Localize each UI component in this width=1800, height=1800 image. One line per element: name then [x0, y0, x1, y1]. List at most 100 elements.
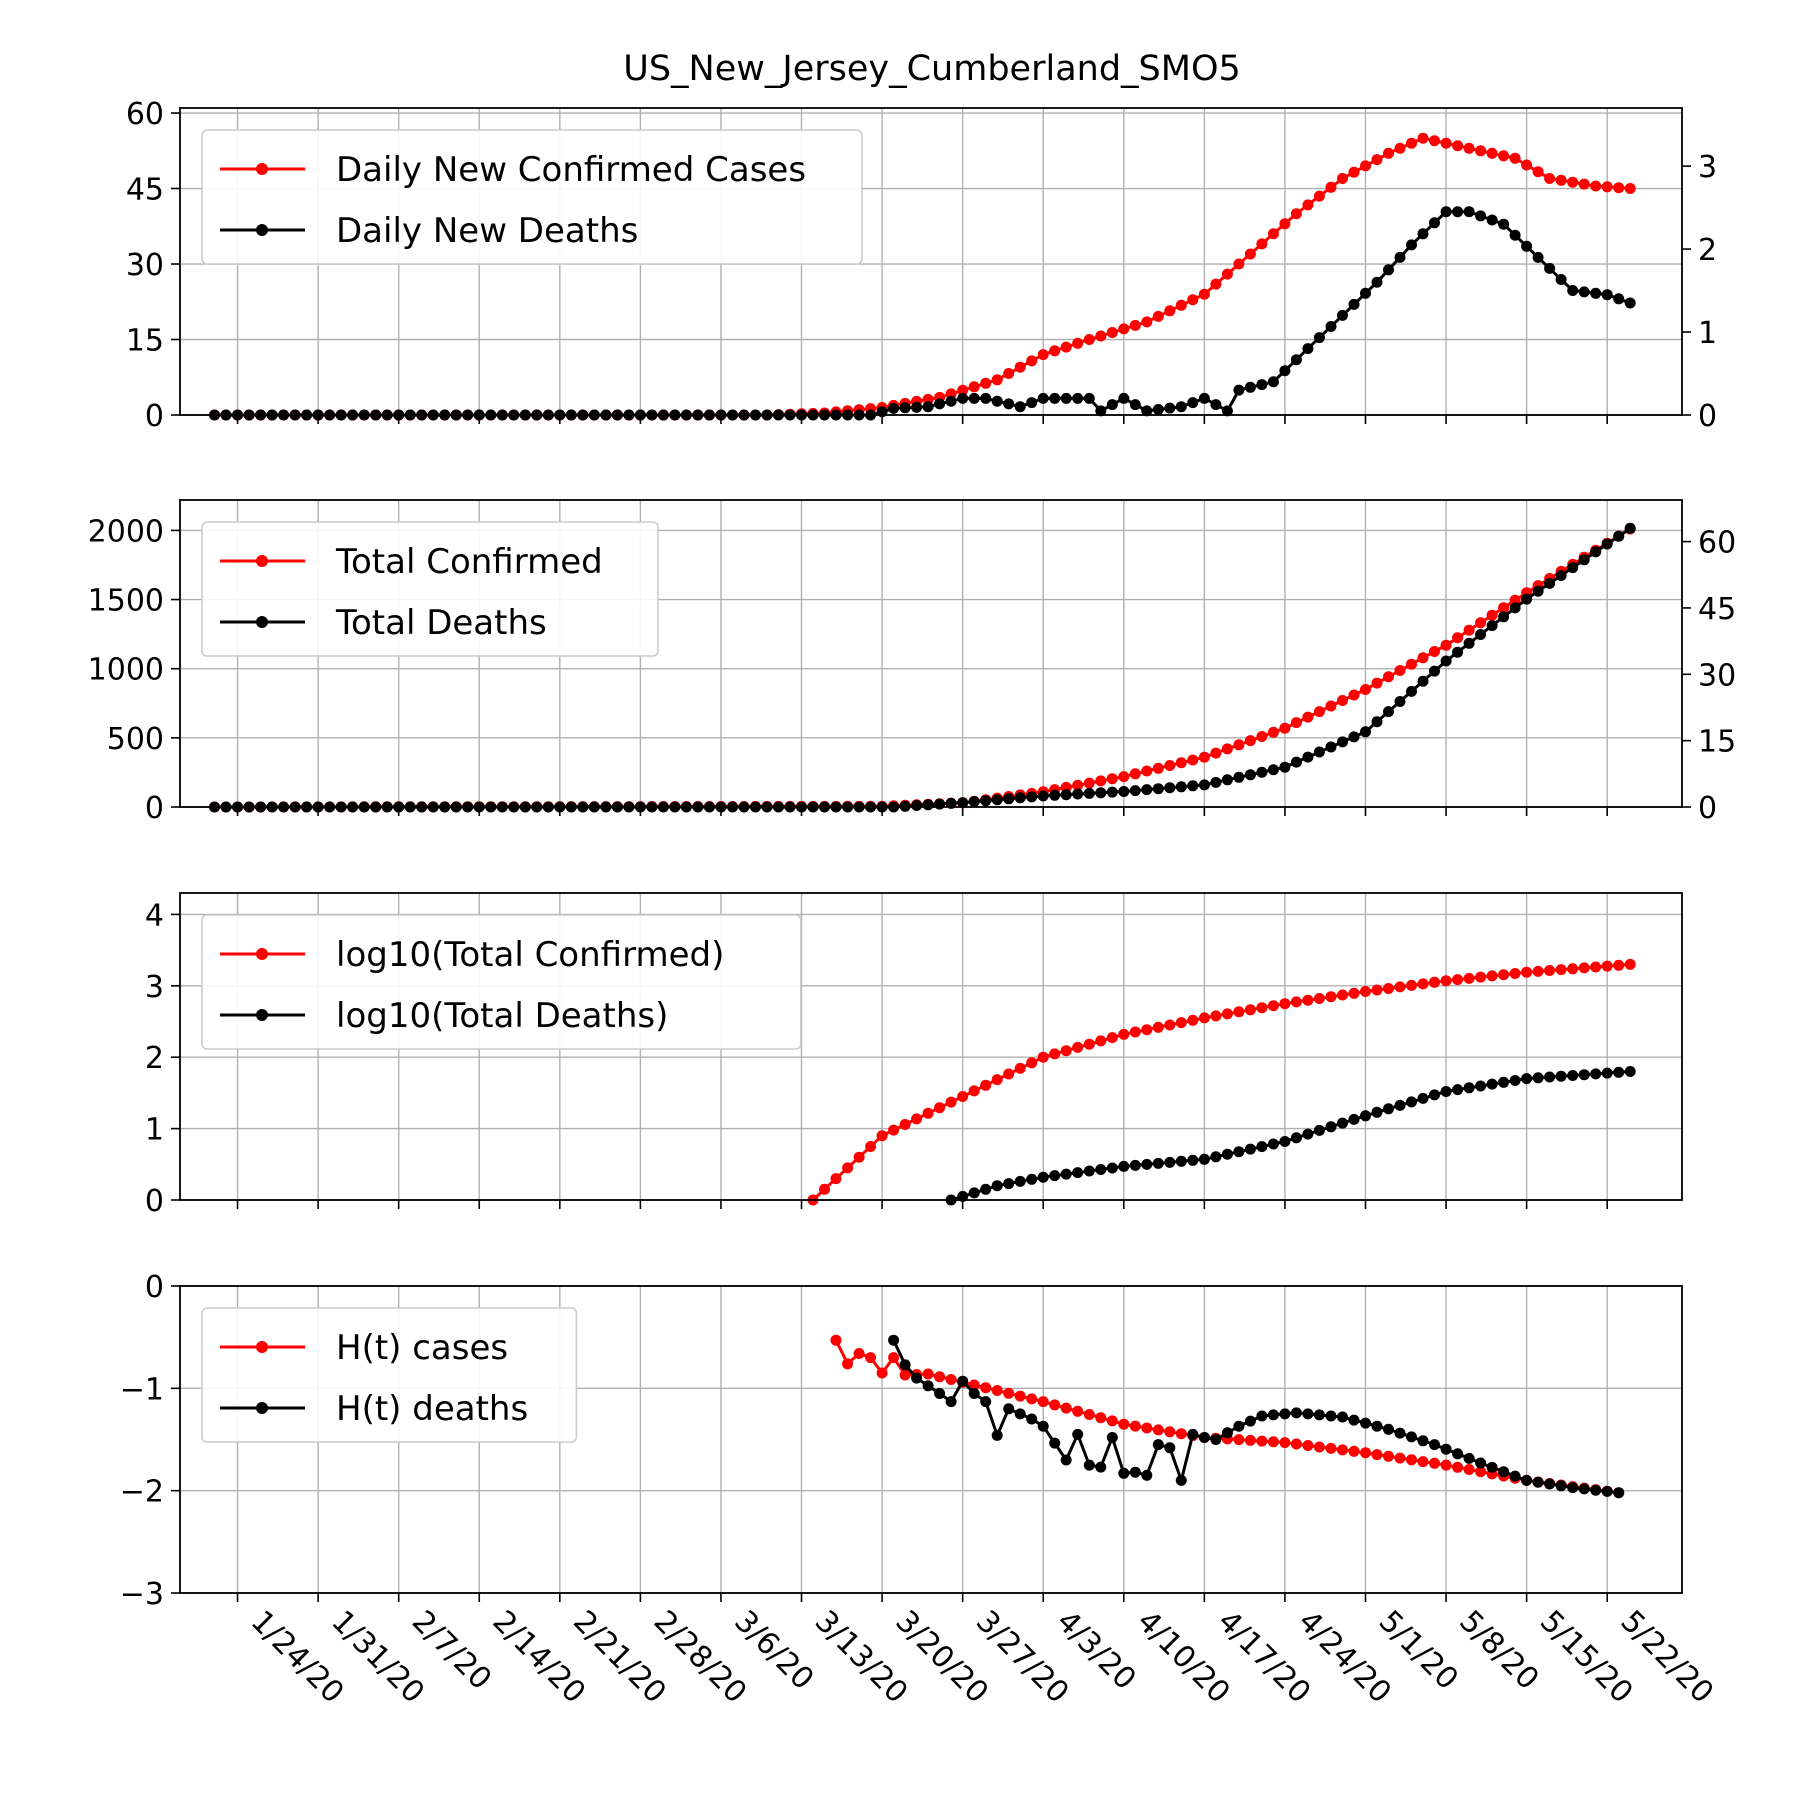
y-tick-label: 1 [145, 1113, 164, 1148]
data-point [1521, 966, 1533, 978]
axes-frame [179, 107, 1683, 416]
data-point [1313, 190, 1325, 202]
data-point [1463, 624, 1475, 636]
y-tick-label: 1500 [88, 584, 164, 619]
data-point [1118, 392, 1130, 404]
data-point [1152, 1021, 1164, 1033]
data-point [1360, 160, 1371, 172]
data-point [968, 1085, 980, 1097]
data-point [1463, 1082, 1475, 1094]
data-point [1383, 671, 1394, 683]
data-point [1106, 1415, 1118, 1427]
data-point [1210, 747, 1222, 759]
data-point [1072, 788, 1084, 800]
data-point [1095, 1412, 1107, 1424]
data-point [1475, 617, 1487, 629]
data-point [1279, 761, 1291, 773]
data-point [1152, 404, 1164, 415]
data-point [1406, 685, 1417, 697]
data-point [888, 1124, 900, 1136]
data-point [1083, 1459, 1095, 1471]
data-point [991, 395, 1003, 407]
data-point [1003, 1403, 1015, 1415]
data-point [968, 1187, 980, 1199]
data-point [1072, 392, 1084, 404]
data-point [1417, 652, 1429, 664]
data-point [1049, 1048, 1061, 1060]
data-point [1348, 987, 1360, 999]
data-point [853, 1151, 865, 1163]
data-point [1394, 981, 1406, 993]
data-point [1037, 392, 1049, 404]
data-point [1337, 736, 1348, 748]
data-point [1486, 214, 1498, 226]
data-point [1313, 706, 1325, 718]
data-point [1325, 1410, 1337, 1422]
data-point [1244, 1143, 1256, 1155]
data-point [1141, 405, 1153, 417]
legend: Total Confirmed Total Deaths [201, 521, 659, 657]
data-point [1463, 1464, 1475, 1475]
data-point [1475, 1466, 1487, 1478]
data-point [1060, 392, 1072, 404]
data-point [1429, 665, 1440, 677]
data-point [1498, 602, 1510, 614]
data-point [1325, 1442, 1337, 1454]
data-point [1532, 251, 1544, 263]
data-point [1198, 288, 1210, 300]
data-point [1037, 1171, 1049, 1183]
data-point [1060, 789, 1072, 801]
series-markers [209, 522, 1636, 813]
data-point [1290, 1438, 1302, 1450]
y-tick-label: 3 [145, 970, 164, 1005]
data-point [1509, 1075, 1521, 1086]
legend-marker [256, 948, 268, 960]
y-tick-label: 0 [145, 399, 164, 434]
data-point [1486, 147, 1498, 159]
data-point [1141, 1469, 1153, 1481]
data-point [1026, 397, 1038, 409]
y-tick-label: 0 [145, 1184, 164, 1219]
data-point [1187, 1428, 1199, 1440]
data-point [1360, 287, 1371, 299]
data-point [991, 794, 1003, 806]
data-point [1521, 159, 1533, 171]
data-point [1383, 264, 1394, 276]
data-point [1371, 1106, 1383, 1118]
data-point [1267, 726, 1279, 738]
right-y-tick-label: 0 [1698, 399, 1717, 434]
data-point [1613, 1066, 1625, 1078]
y-tick-label: 500 [107, 722, 164, 757]
data-point [1360, 1447, 1371, 1459]
data-point [1417, 1456, 1429, 1468]
data-point [1337, 1117, 1348, 1129]
y-tick-label: −1 [120, 1372, 164, 1407]
data-point [1348, 689, 1360, 701]
data-point [1210, 399, 1222, 411]
data-point [1118, 323, 1130, 335]
data-point [1175, 1155, 1187, 1167]
data-point [1590, 546, 1602, 558]
legend-marker [256, 1009, 268, 1021]
data-point [1083, 334, 1095, 345]
data-point [1371, 1449, 1383, 1461]
data-point [1544, 1071, 1556, 1083]
data-point [1279, 1408, 1291, 1420]
data-point [1141, 1158, 1153, 1170]
data-point [830, 1173, 842, 1185]
subplot-4: −3 −2 −1 0 H(t) cases H(t) deaths [120, 1270, 1683, 1612]
data-point [1498, 1076, 1510, 1088]
data-point [980, 377, 992, 389]
data-point [1164, 305, 1176, 317]
data-point [1452, 140, 1464, 152]
data-point [876, 1130, 888, 1142]
data-point [1118, 1467, 1130, 1479]
data-point [1106, 786, 1118, 798]
legend: H(t) cases H(t) deaths [201, 1307, 578, 1443]
data-point [1555, 1070, 1567, 1082]
data-point [945, 1374, 957, 1385]
series-markers [888, 1334, 1625, 1499]
data-point [957, 392, 969, 404]
legend-marker [256, 1341, 268, 1353]
data-point [968, 1388, 980, 1399]
